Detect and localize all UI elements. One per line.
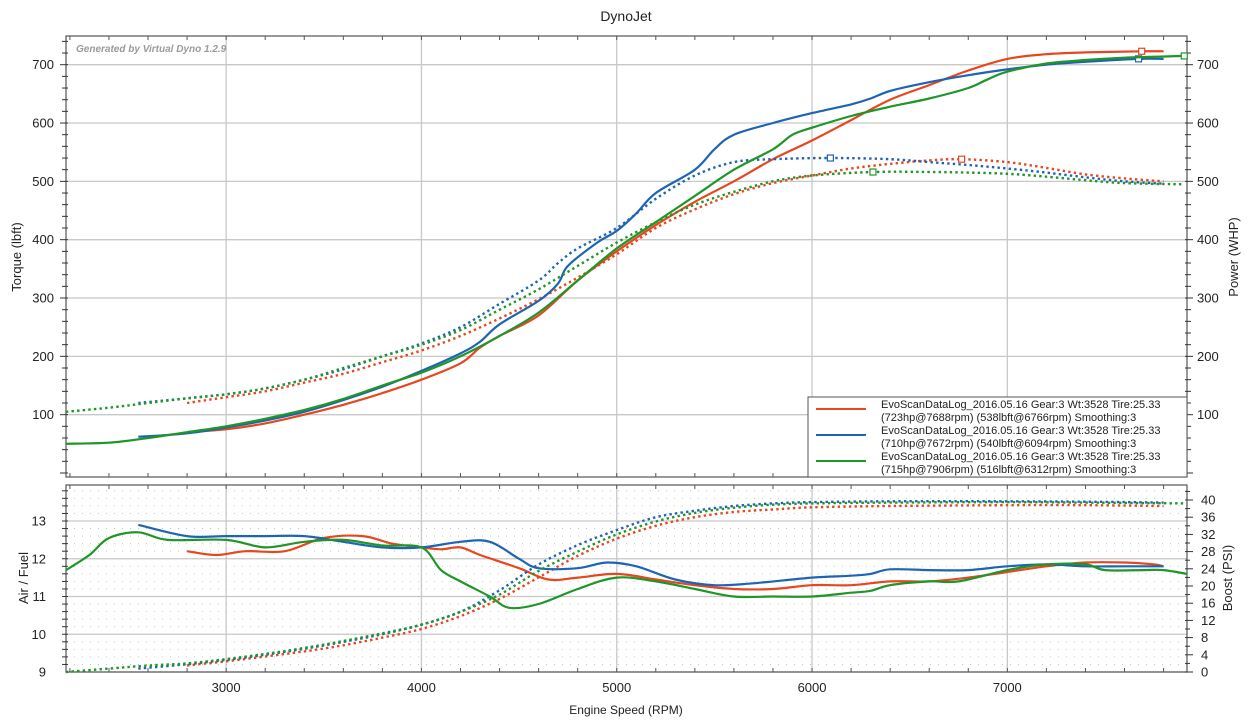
boost-axis-title: Boost (PSI) <box>1220 545 1235 611</box>
power-tick-label: 500 <box>1197 174 1219 189</box>
power-tick-label: 300 <box>1197 291 1219 306</box>
x-tick-label: 6000 <box>798 680 827 695</box>
bottom-plot-series <box>65 499 1188 674</box>
afr-line <box>138 523 1164 587</box>
torque-tick-label: 600 <box>32 116 54 131</box>
torque-tick-label: 100 <box>32 407 54 422</box>
torque-peak-marker <box>869 168 877 176</box>
boost-tick-label: 40 <box>1201 493 1215 508</box>
boost-tick-label: 0 <box>1201 665 1208 680</box>
legend-label: EvoScanDataLog_2016.05.16 Gear:3 Wt:3528… <box>881 425 1160 437</box>
legend-entry[interactable]: EvoScanDataLog_2016.05.16 Gear:3 Wt:3528… <box>816 399 1160 424</box>
afr-tick-label: 9 <box>39 665 46 680</box>
power-peak-marker <box>1180 52 1188 60</box>
x-tick-label: 3000 <box>212 680 241 695</box>
legend-box <box>807 396 1188 478</box>
power-tick-label: 200 <box>1197 349 1219 364</box>
power-line <box>65 54 1185 445</box>
afr-axis-title: Air / Fuel <box>16 552 31 604</box>
torque-tick-label: 400 <box>32 232 54 247</box>
afr-line <box>186 534 1164 591</box>
afr-tick-label: 10 <box>32 627 46 642</box>
power-axis-title: Power (WHP) <box>1226 217 1241 296</box>
power-tick-label: 400 <box>1197 232 1219 247</box>
x-axis-title: Engine Speed (RPM) <box>569 703 682 717</box>
torque-tick-label: 700 <box>32 57 54 72</box>
bottom-plot-grid <box>66 485 1187 673</box>
chart-title: DynoJet <box>600 8 651 24</box>
legend-entry[interactable]: EvoScanDataLog_2016.05.16 Gear:3 Wt:3528… <box>816 451 1160 476</box>
top-plot-ticks: 100 100 200 200 300 300 400 400 500 500 600 600 700 7… <box>32 36 1219 477</box>
power-tick-label: 100 <box>1197 407 1219 422</box>
torque-peak-marker <box>826 154 834 162</box>
power-tick-label: 700 <box>1197 57 1219 72</box>
power-peak-marker <box>1138 47 1146 55</box>
bottom-plot-frame <box>65 484 1188 673</box>
torque-axis-title: Torque (lbft) <box>9 222 24 291</box>
legend-detail: (723hp@7688rpm) (538lbft@6766rpm) Smooth… <box>881 412 1136 424</box>
boost-line <box>186 503 1164 667</box>
torque-line <box>186 157 1164 405</box>
x-tick-label: 7000 <box>993 680 1022 695</box>
torque-peak-marker <box>958 155 966 163</box>
power-line <box>187 50 1164 434</box>
legend: EvoScanDataLog_2016.05.16 Gear:3 Wt:3528… <box>807 396 1188 478</box>
top-plot-series <box>65 47 1188 445</box>
power-line <box>138 57 1164 438</box>
boost-tick-label: 12 <box>1201 613 1215 628</box>
power-peak-marker <box>1134 55 1143 63</box>
boost-tick-label: 20 <box>1201 579 1215 594</box>
bottom-plot-ticks: 3000 4000 5000 6000 7000 9 10 11 12 13 0 4 8 12 16 20 24… <box>32 485 1215 695</box>
legend-entry[interactable]: EvoScanDataLog_2016.05.16 Gear:3 Wt:3528… <box>816 425 1160 450</box>
power-tick-label: 600 <box>1197 116 1219 131</box>
watermark: Generated by Virtual Dyno 1.2.9 <box>76 44 227 55</box>
x-tick-label: 4000 <box>407 680 436 695</box>
boost-tick-label: 24 <box>1201 561 1215 576</box>
torque-line <box>138 156 1164 405</box>
torque-tick-label: 200 <box>32 349 54 364</box>
x-tick-label: 5000 <box>602 680 631 695</box>
legend-detail: (710hp@7672rpm) (540lbft@6094rpm) Smooth… <box>881 438 1136 450</box>
torque-tick-label: 500 <box>32 174 54 189</box>
boost-tick-label: 16 <box>1201 596 1215 611</box>
boost-line <box>65 500 1188 674</box>
boost-tick-label: 8 <box>1201 630 1208 645</box>
boost-tick-label: 32 <box>1201 527 1215 542</box>
afr-line <box>65 531 1188 610</box>
afr-tick-label: 13 <box>32 514 46 529</box>
boost-tick-label: 4 <box>1201 647 1208 662</box>
boost-tick-label: 36 <box>1201 510 1215 525</box>
legend-label: EvoScanDataLog_2016.05.16 Gear:3 Wt:3528… <box>881 451 1160 463</box>
torque-line <box>65 170 1184 413</box>
afr-tick-label: 12 <box>32 551 46 566</box>
legend-label: EvoScanDataLog_2016.05.16 Gear:3 Wt:3528… <box>881 399 1160 411</box>
boost-tick-label: 28 <box>1201 544 1215 559</box>
top-plot-frame <box>65 35 1188 478</box>
torque-tick-label: 300 <box>32 291 54 306</box>
legend-detail: (715hp@7906rpm) (516lbft@6312rpm) Smooth… <box>881 464 1136 476</box>
afr-tick-label: 11 <box>33 589 47 604</box>
top-plot-grid <box>66 36 1187 477</box>
